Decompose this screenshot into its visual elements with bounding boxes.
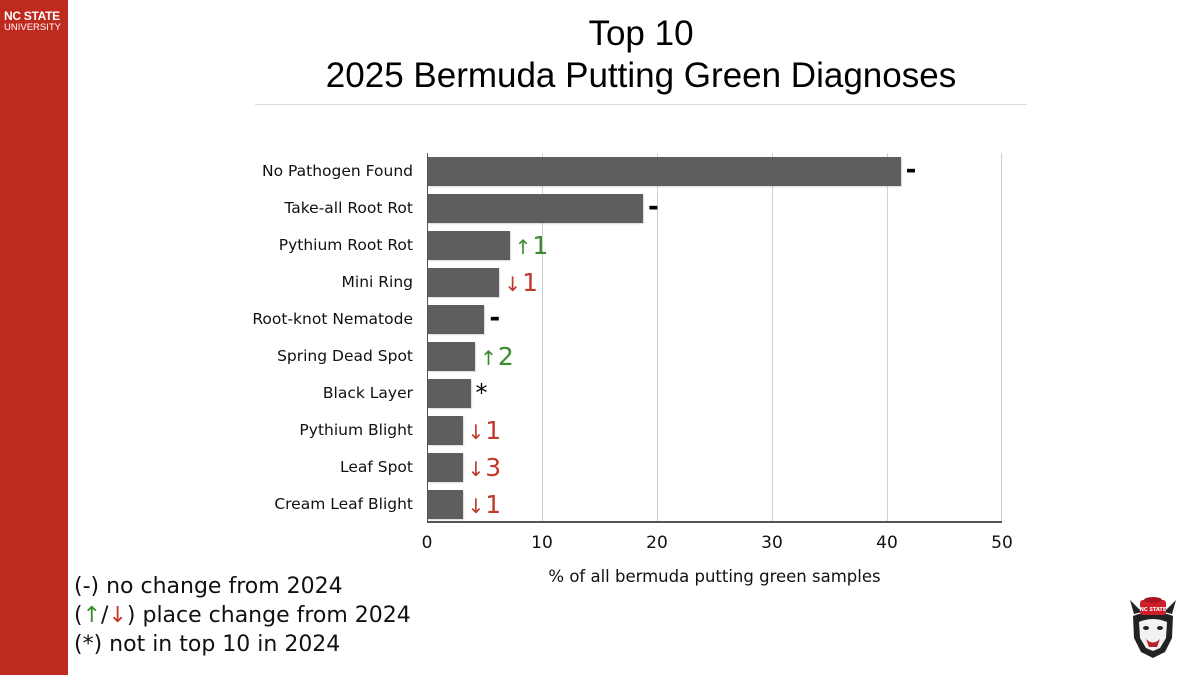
change-marker: ↓1 — [468, 486, 502, 523]
legend-asterisk-symbol: (*) — [74, 632, 103, 657]
bar — [428, 231, 510, 260]
bar-row: ↓1 — [427, 264, 1002, 301]
legend-dash-symbol: (-) — [74, 574, 100, 599]
change-marker: * — [476, 375, 488, 412]
x-tick-label: 40 — [876, 533, 898, 553]
legend-no-change-text: no change from 2024 — [99, 574, 343, 599]
gridline-30 — [772, 153, 773, 521]
legend-no-change: (-) no change from 2024 — [74, 572, 411, 601]
nc-state-logo: NC STATE UNIVERSITY — [4, 10, 66, 33]
down-arrow-icon: ↓ — [108, 603, 127, 628]
category-label: Mini Ring — [341, 273, 413, 291]
category-label: Spring Dead Spot — [277, 347, 413, 365]
bar — [428, 194, 644, 223]
legend-place-change: (↑/↓) place change from 2024 — [74, 601, 411, 630]
plot-area: - - ↑1 ↓1- ↑2 * ↓1 ↓3 ↓1 — [427, 153, 1002, 523]
category-label: Pythium Root Rot — [278, 236, 413, 254]
x-tick-label: 20 — [646, 533, 668, 553]
gridline-20 — [657, 153, 658, 521]
bar — [428, 268, 500, 297]
up-arrow-icon: ↑ — [82, 603, 102, 628]
bar-row: ↓1 — [427, 412, 1002, 449]
down-arrow-icon: ↓ — [467, 457, 485, 481]
x-tick-label: 0 — [421, 533, 433, 553]
chart-title-line1: Top 10 — [588, 14, 694, 53]
legend: (-) no change from 2024 (↑/↓) place chan… — [74, 572, 411, 659]
down-arrow-icon: ↓ — [504, 272, 522, 296]
legend-not-in-top10-text: not in top 10 in 2024 — [102, 632, 341, 657]
bar-row: - — [427, 190, 1002, 227]
down-arrow-icon: ↓ — [467, 420, 485, 444]
change-value: - — [489, 303, 501, 333]
side-band — [0, 0, 68, 675]
bar-row: ↓1 — [427, 486, 1002, 523]
chart-title-line2: 2025 Bermuda Putting Green Diagnoses — [325, 56, 957, 95]
change-marker: ↑1 — [515, 227, 549, 264]
change-marker: ↓1 — [504, 264, 538, 301]
change-marker: - — [906, 153, 917, 190]
category-label: Root-knot Nematode — [252, 310, 413, 328]
category-label: Take-all Root Rot — [284, 199, 413, 217]
change-value: 1 — [522, 268, 538, 297]
change-value: 2 — [497, 342, 514, 371]
bar — [428, 490, 463, 519]
down-arrow-icon: ↓ — [467, 494, 485, 518]
category-label: Cream Leaf Blight — [274, 495, 413, 513]
change-value: - — [648, 192, 659, 222]
bar-row: * — [427, 375, 1002, 412]
gridline-10 — [542, 153, 543, 521]
title-divider — [255, 104, 1027, 105]
bar — [428, 416, 463, 445]
change-marker: - — [489, 301, 500, 338]
change-value: 1 — [532, 231, 549, 260]
legend-place-change-text: place change from 2024 — [135, 603, 411, 628]
category-label: No Pathogen Found — [262, 162, 413, 180]
bar — [428, 157, 901, 186]
x-tick-label: 10 — [531, 533, 553, 553]
bar — [428, 379, 471, 408]
change-value: - — [905, 155, 917, 185]
bar — [428, 453, 463, 482]
change-value: 1 — [485, 490, 502, 519]
gridline-40 — [887, 153, 888, 521]
change-marker: ↑2 — [480, 338, 514, 375]
bar — [428, 305, 485, 334]
x-tick-label: 30 — [761, 533, 783, 553]
bar — [428, 342, 476, 371]
wolf-mascot-icon: NC STATE — [1130, 597, 1176, 658]
category-label: Black Layer — [322, 384, 413, 402]
change-marker: ↓3 — [468, 449, 502, 486]
bar-row: - — [427, 301, 1002, 338]
bar-row: ↑2 — [427, 338, 1002, 375]
x-tick-label: 50 — [991, 533, 1013, 553]
change-marker: - — [648, 190, 659, 227]
change-value: 3 — [485, 453, 502, 482]
bar-row: ↑1 — [427, 227, 1002, 264]
bar-row: ↓3 — [427, 449, 1002, 486]
svg-text:NC STATE: NC STATE — [1140, 607, 1167, 613]
category-label: Pythium Blight — [299, 421, 413, 439]
change-marker: ↓1 — [468, 412, 502, 449]
legend-paren-close: ) — [126, 603, 136, 628]
up-arrow-icon: ↑ — [514, 235, 532, 259]
change-value: 1 — [485, 416, 502, 445]
bar-row: - — [427, 153, 1002, 190]
legend-not-in-top10: (*) not in top 10 in 2024 — [74, 630, 411, 659]
change-value: * — [475, 379, 488, 407]
category-label: Leaf Spot — [339, 458, 413, 476]
gridline-50 — [1001, 153, 1002, 521]
x-axis-title: % of all bermuda putting green samples — [548, 567, 881, 586]
legend-slash: / — [101, 603, 109, 628]
legend-paren-open: ( — [74, 603, 83, 628]
x-axis — [427, 521, 1002, 523]
brand-line2: UNIVERSITY — [4, 22, 62, 33]
brand-line1: NC STATE — [4, 9, 60, 23]
y-axis — [427, 153, 428, 522]
up-arrow-icon: ↑ — [480, 346, 497, 370]
